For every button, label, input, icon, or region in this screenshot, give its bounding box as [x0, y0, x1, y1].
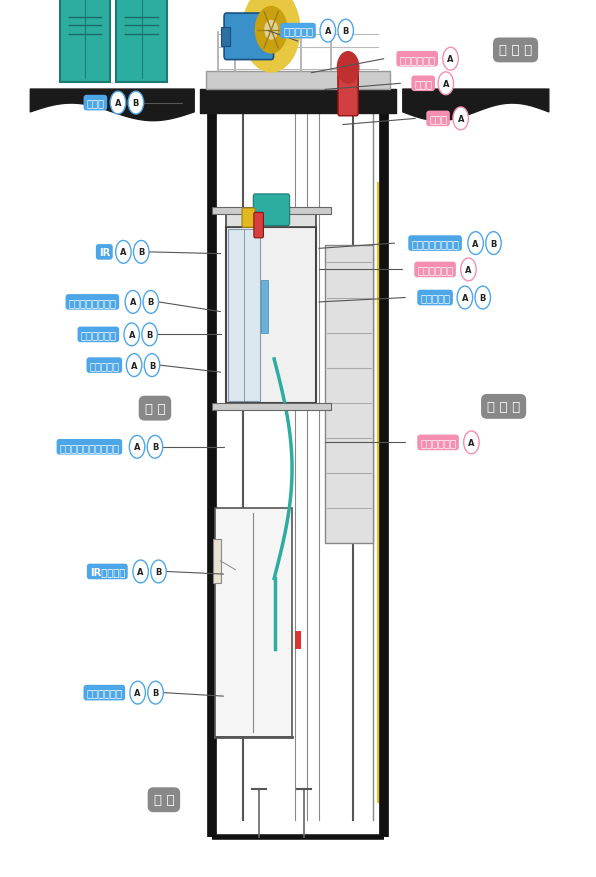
FancyBboxPatch shape — [213, 539, 221, 583]
Text: ドアモータ: ドアモータ — [420, 293, 450, 303]
Text: トラベリングケーブル: トラベリングケーブル — [60, 442, 119, 453]
Circle shape — [475, 287, 491, 310]
Text: 機 械 室: 機 械 室 — [499, 45, 532, 57]
Circle shape — [126, 354, 142, 377]
FancyBboxPatch shape — [212, 208, 331, 215]
Text: かご開閉装置: かご開閉装置 — [80, 330, 116, 340]
Circle shape — [461, 259, 476, 282]
Text: A: A — [134, 443, 140, 452]
FancyBboxPatch shape — [325, 246, 372, 544]
Circle shape — [130, 681, 145, 704]
FancyBboxPatch shape — [221, 28, 230, 47]
Circle shape — [129, 436, 145, 459]
Circle shape — [124, 324, 139, 346]
Text: A: A — [120, 248, 126, 257]
Text: B: B — [343, 27, 349, 36]
Text: A: A — [130, 298, 136, 307]
Text: 調速機: 調速機 — [429, 114, 447, 125]
Text: かごドア制御装置: かごドア制御装置 — [69, 297, 116, 308]
Text: 乗 場: 乗 場 — [154, 794, 174, 806]
Text: A: A — [325, 27, 331, 36]
Text: B: B — [149, 361, 155, 370]
Circle shape — [125, 291, 141, 314]
Circle shape — [133, 560, 148, 583]
Circle shape — [338, 20, 353, 43]
Text: A: A — [115, 99, 121, 108]
FancyBboxPatch shape — [228, 230, 260, 402]
Text: IRプレート: IRプレート — [89, 567, 125, 577]
FancyBboxPatch shape — [215, 509, 292, 737]
Text: かご操作盤: かご操作盤 — [89, 360, 119, 371]
Text: 巻上モータ: 巻上モータ — [283, 26, 313, 37]
Circle shape — [457, 287, 473, 310]
Text: B: B — [133, 99, 139, 108]
Circle shape — [486, 232, 501, 255]
Text: 昇 降 路: 昇 降 路 — [487, 401, 520, 413]
Text: インジケータ: インジケータ — [86, 688, 122, 698]
Circle shape — [265, 21, 278, 40]
FancyBboxPatch shape — [254, 213, 263, 239]
FancyBboxPatch shape — [60, 0, 110, 83]
Circle shape — [468, 232, 483, 255]
Text: B: B — [147, 331, 153, 339]
Circle shape — [134, 241, 149, 264]
Text: A: A — [458, 115, 464, 124]
Circle shape — [144, 354, 160, 377]
Circle shape — [243, 0, 300, 73]
Text: A: A — [448, 55, 454, 64]
FancyBboxPatch shape — [242, 209, 255, 228]
Text: IR: IR — [99, 247, 110, 258]
Circle shape — [147, 436, 163, 459]
Circle shape — [453, 108, 468, 131]
Text: 調速機ロープ: 調速機ロープ — [417, 265, 453, 275]
Circle shape — [320, 20, 336, 43]
Text: メインロープ: メインロープ — [420, 438, 456, 448]
Text: 制御盤: 制御盤 — [86, 98, 104, 109]
Circle shape — [143, 291, 159, 314]
Text: A: A — [465, 266, 471, 275]
Circle shape — [151, 560, 166, 583]
FancyBboxPatch shape — [261, 281, 268, 333]
Circle shape — [337, 53, 359, 84]
Circle shape — [116, 241, 131, 264]
FancyBboxPatch shape — [206, 72, 390, 89]
Text: A: A — [443, 80, 449, 89]
Text: A: A — [135, 688, 141, 697]
Circle shape — [110, 92, 126, 115]
Text: リミットスイッチ: リミットスイッチ — [411, 239, 459, 249]
FancyBboxPatch shape — [295, 631, 301, 649]
Text: A: A — [462, 294, 468, 303]
Circle shape — [443, 48, 458, 71]
Text: B: B — [152, 443, 158, 452]
Text: A: A — [468, 438, 474, 447]
FancyBboxPatch shape — [226, 210, 316, 228]
Circle shape — [256, 8, 287, 53]
Text: A: A — [138, 567, 144, 576]
FancyBboxPatch shape — [212, 403, 331, 410]
FancyBboxPatch shape — [338, 72, 358, 117]
Text: B: B — [153, 688, 159, 697]
FancyBboxPatch shape — [253, 195, 290, 226]
Text: B: B — [491, 239, 496, 248]
FancyBboxPatch shape — [226, 228, 316, 403]
Circle shape — [148, 681, 163, 704]
Circle shape — [128, 92, 144, 115]
Text: か ご: か ご — [145, 403, 165, 415]
Circle shape — [438, 73, 454, 96]
FancyBboxPatch shape — [224, 14, 274, 61]
Text: A: A — [131, 361, 137, 370]
Text: メインシーブ: メインシーブ — [399, 54, 435, 65]
Text: B: B — [156, 567, 162, 576]
Text: B: B — [148, 298, 154, 307]
Circle shape — [142, 324, 157, 346]
Circle shape — [464, 431, 479, 454]
Text: B: B — [480, 294, 486, 303]
Text: 巻上機: 巻上機 — [414, 79, 432, 89]
Text: A: A — [129, 331, 135, 339]
FancyBboxPatch shape — [116, 0, 167, 83]
Text: B: B — [138, 248, 144, 257]
Text: A: A — [473, 239, 479, 248]
